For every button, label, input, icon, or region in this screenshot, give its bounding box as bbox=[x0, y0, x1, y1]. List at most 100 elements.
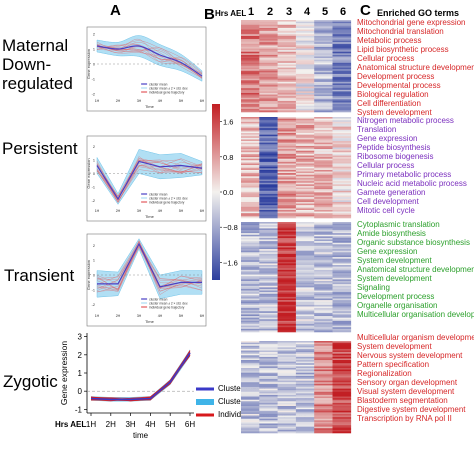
heatmap-cell bbox=[314, 391, 333, 394]
heatmap-cell bbox=[241, 425, 260, 427]
heatmap-cell bbox=[314, 206, 333, 209]
heatmap-cell bbox=[277, 308, 297, 310]
heatmap-cell bbox=[259, 134, 278, 137]
heatmap-cell bbox=[332, 35, 352, 38]
heatmap-cell bbox=[259, 311, 278, 314]
heatmap-cell bbox=[277, 396, 297, 399]
heatmap-cell bbox=[259, 31, 278, 33]
heatmap-cell bbox=[332, 350, 352, 353]
heatmap-cell bbox=[241, 77, 260, 79]
heatmap-cell bbox=[332, 136, 352, 139]
x-tick-label: 2H bbox=[116, 99, 121, 103]
heatmap-cell bbox=[295, 27, 315, 30]
heatmap-cell bbox=[295, 61, 315, 64]
heatmap-cell bbox=[332, 428, 352, 431]
heatmap-cell bbox=[332, 195, 352, 198]
heatmap-cell bbox=[295, 295, 315, 298]
heatmap-cell bbox=[277, 62, 297, 65]
heatmap-cell bbox=[277, 50, 297, 53]
heatmap-cell bbox=[314, 195, 333, 198]
heatmap-cell bbox=[259, 350, 278, 353]
heatmap-cell bbox=[295, 105, 315, 108]
heatmap-cell bbox=[314, 287, 333, 290]
heatmap-cell bbox=[314, 150, 333, 153]
heatmap-cell bbox=[295, 69, 315, 72]
heatmap-cell bbox=[295, 213, 315, 216]
heatmap-cell bbox=[295, 165, 315, 167]
individual-trajectory bbox=[96, 158, 203, 197]
legend-label: cluster mean bbox=[149, 192, 167, 196]
heatmap-cell bbox=[277, 24, 297, 27]
heatmap-cell bbox=[277, 320, 297, 323]
legend-label: cluster mean ± 2 × std. dev. bbox=[149, 86, 188, 90]
heatmap-cell bbox=[332, 61, 352, 64]
heatmap-cell bbox=[332, 91, 352, 94]
heatmap-cell bbox=[332, 88, 352, 91]
colorbar-tick-label: 0.0 bbox=[223, 188, 233, 197]
heatmap-cell bbox=[277, 261, 297, 264]
heatmap-cell bbox=[332, 309, 352, 312]
heatmap-cell bbox=[259, 290, 278, 293]
heatmap-cell bbox=[332, 158, 352, 161]
heatmap-cell bbox=[277, 192, 297, 195]
heatmap-cell bbox=[277, 252, 297, 255]
heatmap-cell bbox=[295, 317, 315, 320]
heatmap-cell bbox=[332, 292, 352, 295]
heatmap-cell bbox=[314, 158, 333, 161]
heatmap-cell bbox=[295, 81, 315, 84]
heatmap-cell bbox=[241, 225, 260, 228]
heatmap-column-label: 5 bbox=[322, 6, 329, 18]
heatmap-cell bbox=[259, 21, 278, 24]
heatmap-cell bbox=[277, 425, 297, 427]
heatmap-cell bbox=[314, 311, 333, 314]
heatmap-cell bbox=[295, 266, 315, 269]
heatmap-cell bbox=[314, 200, 333, 203]
heatmap-cell bbox=[277, 20, 297, 22]
heatmap-cell bbox=[259, 32, 278, 35]
heatmap-cell bbox=[314, 72, 333, 75]
heatmap-cell bbox=[314, 237, 333, 240]
y-tick-label: 1 bbox=[93, 259, 95, 263]
heatmap-cell bbox=[332, 37, 352, 40]
heatmap-cell bbox=[241, 131, 260, 134]
heatmap-cell bbox=[241, 237, 260, 240]
heatmap-cell bbox=[314, 263, 333, 266]
heatmap-cell bbox=[259, 43, 278, 46]
heatmap-cell bbox=[314, 153, 333, 156]
heatmap-cell bbox=[332, 118, 352, 121]
heatmap-cell bbox=[332, 311, 352, 314]
heatmap-cell bbox=[277, 70, 297, 73]
heatmap-cell bbox=[241, 120, 260, 123]
heatmap-cell bbox=[259, 271, 278, 274]
heatmap-cell bbox=[314, 428, 333, 431]
heatmap-cell bbox=[314, 126, 333, 129]
colorbar-bar bbox=[212, 104, 220, 280]
heatmap-cell bbox=[259, 367, 278, 370]
heatmap-cell bbox=[277, 428, 297, 431]
heatmap-cell bbox=[295, 129, 315, 132]
heatmap-cell bbox=[259, 77, 278, 79]
heatmap-cell bbox=[241, 203, 260, 206]
heatmap-cell bbox=[295, 404, 315, 407]
heatmap-cell bbox=[241, 282, 260, 285]
heatmap-cell bbox=[259, 128, 278, 131]
heatmap-cell bbox=[259, 379, 278, 381]
heatmap-cell bbox=[241, 27, 260, 30]
heatmap-cell bbox=[277, 158, 297, 161]
go-term: Nitrogen metabolic process bbox=[357, 116, 454, 125]
heatmap-cell bbox=[241, 43, 260, 46]
heatmap-cell bbox=[332, 409, 352, 412]
heatmap-cell bbox=[241, 361, 260, 364]
heatmap-cell bbox=[295, 345, 315, 348]
heatmap-cell bbox=[241, 298, 260, 301]
heatmap-cell bbox=[259, 371, 278, 374]
heatmap-cell bbox=[332, 328, 352, 331]
heatmap-cell bbox=[241, 413, 260, 416]
heatmap-cell bbox=[241, 247, 260, 250]
heatmap-cell bbox=[277, 45, 297, 48]
heatmap-cell bbox=[332, 40, 352, 43]
heatmap-cell bbox=[295, 271, 315, 274]
heatmap-cell bbox=[295, 296, 315, 299]
heatmap-cell bbox=[259, 133, 278, 135]
go-term: Visual system development bbox=[357, 387, 455, 396]
